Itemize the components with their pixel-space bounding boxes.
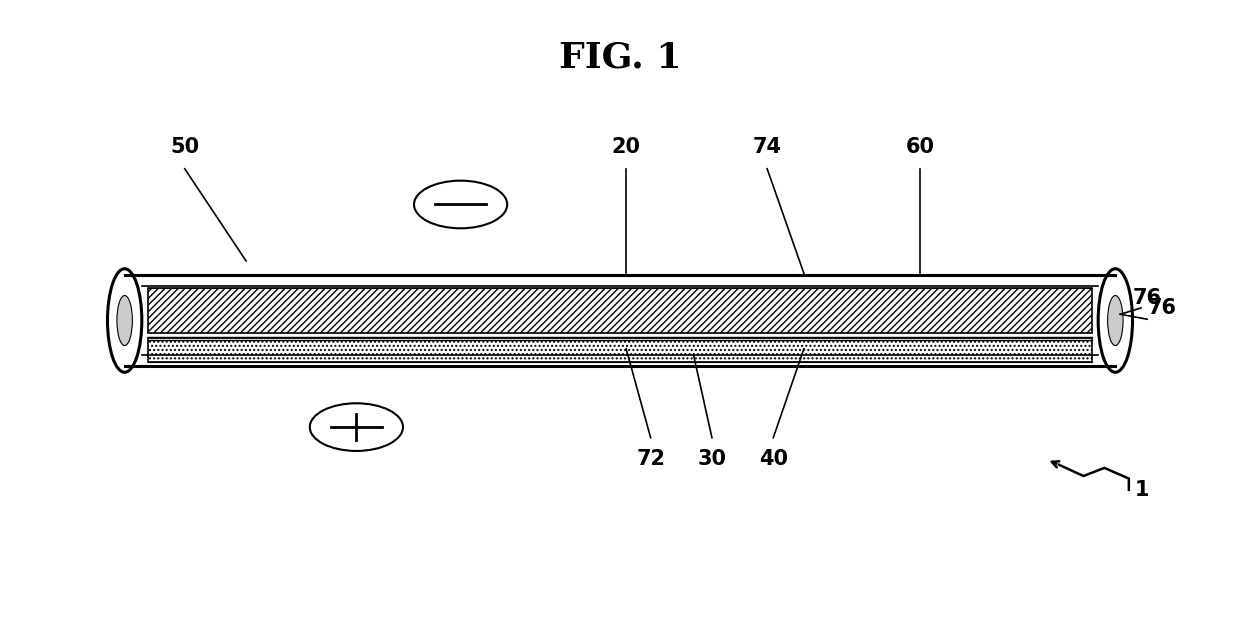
Text: 72: 72 xyxy=(636,449,665,469)
Text: 40: 40 xyxy=(759,449,787,469)
Text: 76: 76 xyxy=(1132,288,1162,308)
Ellipse shape xyxy=(1107,296,1123,345)
Circle shape xyxy=(310,403,403,451)
Bar xyxy=(141,275,1099,366)
Circle shape xyxy=(414,181,507,228)
Ellipse shape xyxy=(108,269,141,372)
Text: 74: 74 xyxy=(753,137,781,158)
Ellipse shape xyxy=(117,296,133,345)
Bar xyxy=(1099,275,1112,366)
Text: 1: 1 xyxy=(1135,480,1149,500)
Text: FIG. 1: FIG. 1 xyxy=(559,40,681,74)
Ellipse shape xyxy=(1099,269,1132,372)
Bar xyxy=(128,275,141,366)
Text: 20: 20 xyxy=(611,137,641,158)
Text: 60: 60 xyxy=(906,137,935,158)
Bar xyxy=(148,288,1092,333)
Text: 50: 50 xyxy=(170,137,200,158)
Bar xyxy=(148,338,1092,362)
Text: 76: 76 xyxy=(1147,298,1177,318)
Text: 30: 30 xyxy=(697,449,727,469)
